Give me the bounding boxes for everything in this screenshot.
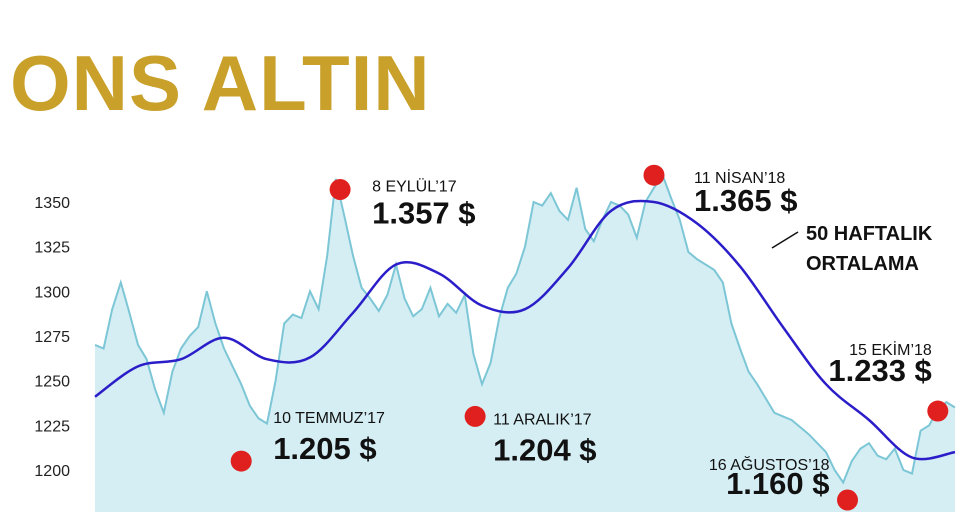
annotation-date: 10 TEMMUZ’17	[273, 410, 385, 427]
annotation-value: 1.160 $	[726, 466, 829, 501]
ma-leader-line	[771, 231, 799, 249]
plot-area	[94, 173, 956, 512]
y-tick-label: 1225	[34, 418, 70, 435]
y-axis: 1350 1325 1300 1275 1250 1225 1200	[34, 195, 70, 480]
y-tick-label: 1300	[34, 284, 70, 301]
ma-label-group: 50 HAFTALIK ORTALAMA	[771, 223, 933, 275]
marker-dot	[230, 450, 252, 472]
marker-dot	[329, 178, 351, 200]
annotation: 10 TEMMUZ’17 1.205 $	[230, 410, 385, 472]
marker-dot	[837, 489, 858, 511]
price-area	[95, 175, 955, 512]
annotation-value: 1.365 $	[694, 183, 797, 218]
annotation: 15 EKİM’181.233 $	[828, 340, 949, 422]
annotation: 16 AĞUSTOS’181.160 $	[709, 455, 858, 511]
annotation-value: 1.357 $	[372, 195, 475, 230]
y-tick-label: 1200	[34, 463, 70, 480]
moving-average-line	[94, 199, 956, 461]
annotation-value: 1.205 $	[273, 431, 376, 466]
annotation-value: 1.233 $	[828, 353, 931, 388]
marker-dot	[643, 164, 665, 186]
y-tick-label: 1250	[34, 374, 70, 391]
annotation-date: 11 ARALIK’17	[493, 411, 592, 428]
marker-dot	[464, 405, 486, 427]
ma-label-line2: ORTALAMA	[806, 253, 919, 275]
annotation: 8 EYLÜL’171.357 $	[329, 177, 476, 230]
ma-label-line1: 50 HAFTALIK	[806, 223, 933, 245]
annotation-date: 11 NİSAN’18	[694, 168, 785, 187]
y-tick-label: 1325	[34, 240, 70, 257]
price-line	[94, 173, 956, 485]
annotation-date: 15 EKİM’18	[849, 340, 932, 359]
annotation-date: 8 EYLÜL’17	[372, 177, 457, 195]
marker-dot	[927, 400, 949, 422]
chart-title: ONS ALTIN	[10, 39, 431, 127]
annotation-date: 16 AĞUSTOS’18	[709, 455, 830, 474]
annotation-value: 1.204 $	[493, 432, 596, 467]
y-tick-label: 1275	[34, 329, 70, 346]
annotation: 11 NİSAN’181.365 $	[643, 164, 797, 218]
y-tick-label: 1350	[34, 195, 70, 212]
annotation: 11 ARALIK’17 1.204 $	[464, 405, 597, 467]
annotations: 10 TEMMUZ’17 1.205 $ 8 EYLÜL’171.357 $ 11 A…	[230, 164, 949, 511]
